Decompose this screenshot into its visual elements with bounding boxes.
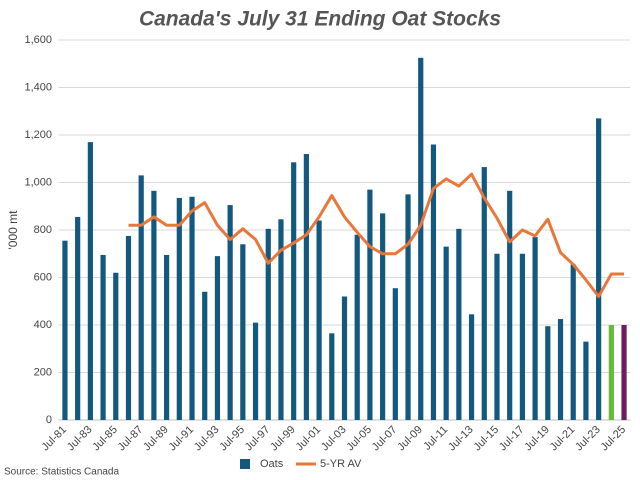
bar <box>367 189 373 420</box>
x-tick-label: Jul-85 <box>90 424 120 454</box>
y-tick-label: 400 <box>34 319 52 331</box>
legend-label: Oats <box>260 458 284 470</box>
x-tick-label: Jul-09 <box>395 424 425 454</box>
bar <box>481 167 487 420</box>
x-tick-label: Jul-01 <box>294 424 324 454</box>
bar <box>621 325 627 420</box>
bar <box>468 314 475 420</box>
bar <box>430 144 437 420</box>
bar <box>507 190 513 420</box>
bar <box>151 190 157 420</box>
x-tick-label: Jul-17 <box>497 424 527 454</box>
bar <box>62 240 68 420</box>
bar <box>570 264 576 420</box>
bar <box>125 235 132 420</box>
bar <box>113 272 119 420</box>
y-tick-label: 1,400 <box>24 81 52 93</box>
x-tick-label: Jul-05 <box>344 424 374 454</box>
x-tick-label: Jul-11 <box>421 424 450 453</box>
x-tick-label: Jul-83 <box>65 424 95 454</box>
y-tick-label: 1,200 <box>24 129 52 141</box>
bar <box>494 253 500 420</box>
bar <box>316 220 322 420</box>
bar <box>443 246 449 420</box>
bar <box>608 325 614 420</box>
bar <box>532 237 538 420</box>
bar <box>278 219 284 420</box>
bar <box>189 196 195 420</box>
y-tick-label: 800 <box>34 224 52 236</box>
y-tick-label: 600 <box>34 271 52 283</box>
x-tick-label: Jul-87 <box>116 424 146 454</box>
x-tick-label: Jul-07 <box>370 424 400 454</box>
x-tick-label: Jul-91 <box>167 424 197 454</box>
line <box>128 172 625 298</box>
y-tick-label: 0 <box>46 414 52 426</box>
bar <box>380 213 386 420</box>
bar <box>557 319 564 420</box>
chart-title: Canada's July 31 Ending Oat Stocks <box>139 8 501 31</box>
legend-label: 5-YR AV <box>320 458 362 470</box>
x-tick-label: Jul-95 <box>217 424 247 454</box>
x-tick-label: Jul-23 <box>573 424 603 454</box>
bar <box>329 333 335 420</box>
legend-swatch <box>240 459 250 469</box>
x-tick-label: Jul-03 <box>319 424 349 454</box>
bar <box>240 244 246 420</box>
y-tick-label: 1,000 <box>24 176 52 188</box>
bar <box>341 296 348 420</box>
bar <box>303 154 309 420</box>
bar <box>138 175 144 420</box>
bar <box>583 341 589 420</box>
bar <box>291 162 297 420</box>
x-tick-label: Jul-81 <box>39 424 69 454</box>
x-tick-label: Jul-15 <box>471 424 501 454</box>
y-axis-label: '000 mt <box>6 210 20 250</box>
bar <box>176 197 182 420</box>
bar <box>202 291 208 420</box>
x-tick-label: Jul-89 <box>141 424 171 454</box>
x-tick-label: Jul-13 <box>446 424 476 454</box>
x-tick-label: Jul-93 <box>192 424 222 454</box>
bar <box>227 205 233 420</box>
y-tick-label: 1,600 <box>24 34 52 46</box>
bar <box>265 228 271 420</box>
x-tick-label: Jul-25 <box>599 424 629 454</box>
bar <box>100 254 106 420</box>
x-tick-label: Jul-97 <box>243 424 273 454</box>
bar <box>354 234 360 420</box>
bar <box>87 142 93 420</box>
source: Source: Statistics Canada <box>4 467 119 478</box>
bar <box>418 57 424 420</box>
bar <box>214 256 221 420</box>
y-tick-label: 200 <box>34 366 52 378</box>
bar <box>519 253 525 420</box>
bar <box>75 216 81 420</box>
bar <box>456 228 462 420</box>
bar <box>545 326 551 420</box>
x-tick-label: Jul-19 <box>522 424 552 454</box>
x-tick-label: Jul-21 <box>548 424 578 454</box>
bar <box>252 322 259 420</box>
bar <box>392 288 398 420</box>
bar <box>164 254 170 420</box>
bar <box>405 194 411 420</box>
x-tick-label: Jul-99 <box>268 424 298 454</box>
bar <box>596 118 602 420</box>
